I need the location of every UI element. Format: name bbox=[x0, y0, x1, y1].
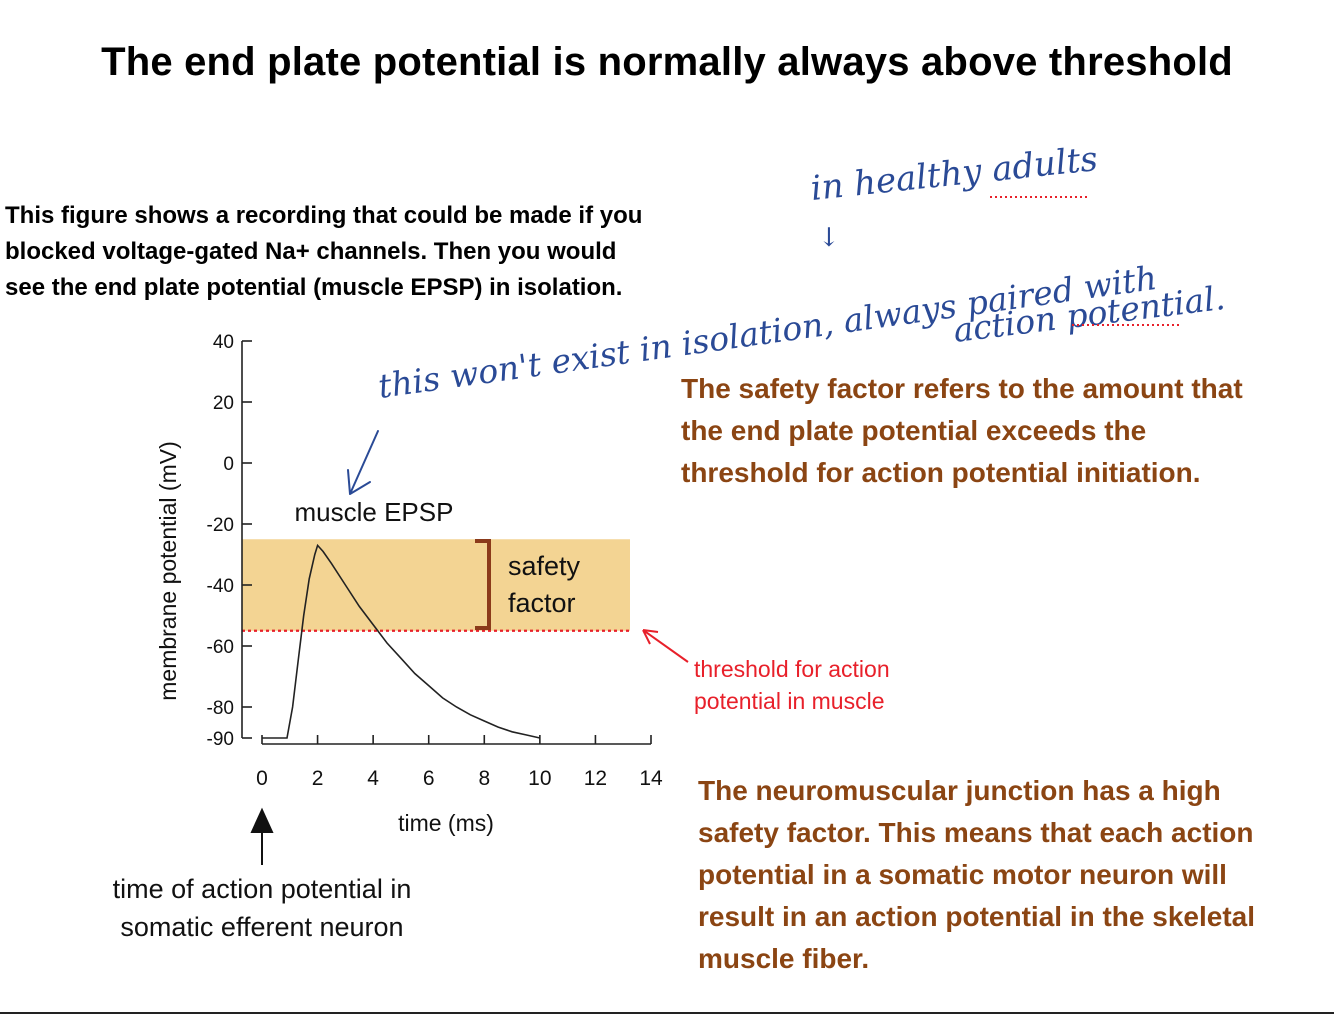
x-tick-label: 6 bbox=[423, 767, 435, 790]
stimulus-label: somatic efferent neuron bbox=[120, 912, 403, 942]
muscle-epsp-trace bbox=[262, 543, 541, 739]
handwritten-down-arrow: ↓ bbox=[818, 223, 840, 253]
x-tick-label: 2 bbox=[312, 767, 324, 790]
y-tick-label: -80 bbox=[207, 698, 234, 719]
muscle-epsp-label: muscle EPSP bbox=[295, 497, 454, 527]
safety-factor-label: factor bbox=[508, 588, 576, 618]
safety-note-line: threshold for action potential initiatio… bbox=[681, 457, 1201, 488]
y-tick-label: 0 bbox=[223, 454, 234, 475]
nmj-note-line: The neuromuscular junction has a high bbox=[698, 775, 1221, 806]
slide-bottom-rule bbox=[0, 1012, 1334, 1014]
intro-line: see the end plate potential (muscle EPSP… bbox=[5, 274, 623, 301]
safety-factor-note: The safety factor refers to the amount t… bbox=[681, 368, 1243, 494]
nmj-note-line: result in an action potential in the ske… bbox=[698, 901, 1256, 932]
y-tick-label: -40 bbox=[207, 576, 234, 597]
safety-factor-band bbox=[242, 539, 630, 631]
intro-line: This figure shows a recording that could… bbox=[5, 202, 643, 229]
stimulus-label: time of action potential in bbox=[113, 874, 412, 904]
safety-note-line: the end plate potential exceeds the bbox=[681, 415, 1147, 446]
x-tick-label: 12 bbox=[584, 767, 607, 790]
x-tick-label: 8 bbox=[478, 767, 490, 790]
y-tick-label: 20 bbox=[213, 393, 234, 414]
threshold-pointer-arrow bbox=[642, 629, 689, 663]
safety-factor-label: safety bbox=[508, 551, 581, 581]
slide-title: The end plate potential is normally alwa… bbox=[101, 40, 1233, 84]
y-tick-label: -60 bbox=[207, 637, 234, 658]
chart-axes: 40 20 0 -20 -40 -60 -80 -90 0 2 4 6 8 10 12 14 bbox=[207, 332, 663, 790]
x-tick-label: 10 bbox=[528, 767, 551, 790]
nmj-safety-note: The neuromuscular junction has a high sa… bbox=[698, 770, 1255, 980]
threshold-label: potential in muscle bbox=[694, 688, 885, 714]
safety-factor-bracket bbox=[475, 539, 491, 630]
x-axis-label: time (ms) bbox=[398, 810, 494, 836]
y-tick-label: -90 bbox=[207, 729, 234, 750]
intro-text: This figure shows a recording that could… bbox=[5, 198, 725, 306]
x-tick-label: 14 bbox=[639, 767, 663, 790]
handwritten-pointer-arrow bbox=[347, 430, 379, 495]
y-axis-label: membrane potential (mV) bbox=[155, 441, 181, 701]
x-tick-label: 4 bbox=[367, 767, 379, 790]
stimulus-up-arrow bbox=[250, 807, 274, 865]
x-tick-label: 0 bbox=[256, 767, 268, 790]
intro-line: blocked voltage-gated Na+ channels. Then… bbox=[5, 238, 617, 265]
nmj-note-line: safety factor. This means that each acti… bbox=[698, 817, 1254, 848]
threshold-label: threshold for action bbox=[694, 656, 890, 682]
safety-note-line: The safety factor refers to the amount t… bbox=[681, 373, 1243, 404]
nmj-note-line: potential in a somatic motor neuron will bbox=[698, 859, 1227, 890]
nmj-note-line: muscle fiber. bbox=[698, 943, 870, 974]
y-tick-label: -20 bbox=[207, 515, 234, 536]
y-tick-label: 40 bbox=[213, 332, 234, 353]
